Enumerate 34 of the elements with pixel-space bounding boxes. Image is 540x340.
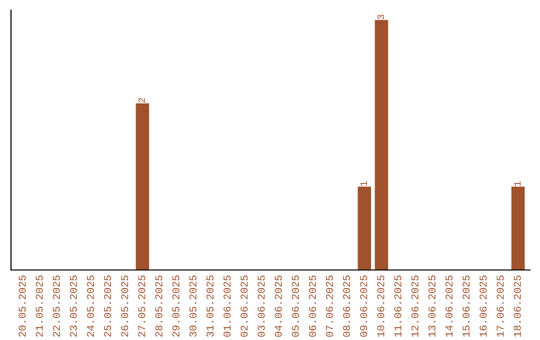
data-label: 1 — [360, 181, 367, 186]
x-tick-label: 31.05.2025 — [206, 276, 214, 337]
x-tick-label: 14.06.2025 — [445, 276, 453, 337]
x-tick-label: 08.06.2025 — [343, 276, 350, 337]
x-tick-label: 18.06.2025 — [514, 276, 521, 337]
x-tick-label: 01.06.2025 — [224, 276, 231, 337]
x-tick-label: 12.06.2025 — [411, 276, 418, 337]
x-tick-label: 09.06.2025 — [360, 276, 368, 337]
x-tick-label: 10.06.2025 — [377, 276, 384, 337]
x-tick-label: 24.05.2025 — [86, 276, 94, 337]
x-tick-label: 16.06.2025 — [480, 276, 487, 337]
x-tick-label: 28.05.2025 — [155, 276, 162, 337]
x-tick-label: 11.06.2025 — [394, 276, 402, 337]
x-tick-label: 29.05.2025 — [172, 276, 180, 337]
x-tick-label: 26.05.2025 — [121, 276, 128, 337]
x-tick-label: 27.05.2025 — [138, 276, 146, 337]
data-label: 3 — [377, 14, 384, 20]
x-tick-label: 20.05.2025 — [18, 276, 26, 337]
x-tick-label: 06.06.2025 — [308, 276, 316, 337]
x-tick-label: 04.06.2025 — [274, 276, 282, 337]
data-label: 2 — [138, 98, 145, 103]
x-tick-label: 02.06.2025 — [240, 276, 248, 337]
x-tick-label: 17.06.2025 — [496, 276, 504, 337]
x-tick-label: 23.05.2025 — [70, 276, 77, 337]
x-tick-label: 07.06.2025 — [326, 276, 334, 337]
x-tick-label: 03.06.2025 — [258, 276, 265, 337]
x-tick-label: 30.05.2025 — [189, 276, 196, 337]
x-tick-label: 13.06.2025 — [428, 276, 436, 337]
data-label: 1 — [514, 181, 521, 186]
x-tick-label: 25.05.2025 — [104, 276, 112, 337]
x-tick-label: 15.06.2025 — [462, 276, 470, 337]
x-tick-label: 22.05.2025 — [52, 276, 60, 337]
x-tick-label: 05.06.2025 — [292, 276, 299, 337]
x-tick-label: 21.05.2025 — [36, 276, 43, 337]
